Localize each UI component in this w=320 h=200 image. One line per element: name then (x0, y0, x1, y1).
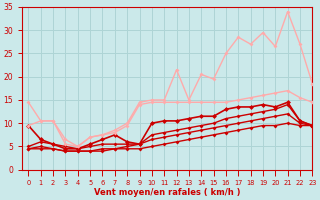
X-axis label: Vent moyen/en rafales ( km/h ): Vent moyen/en rafales ( km/h ) (94, 188, 241, 197)
